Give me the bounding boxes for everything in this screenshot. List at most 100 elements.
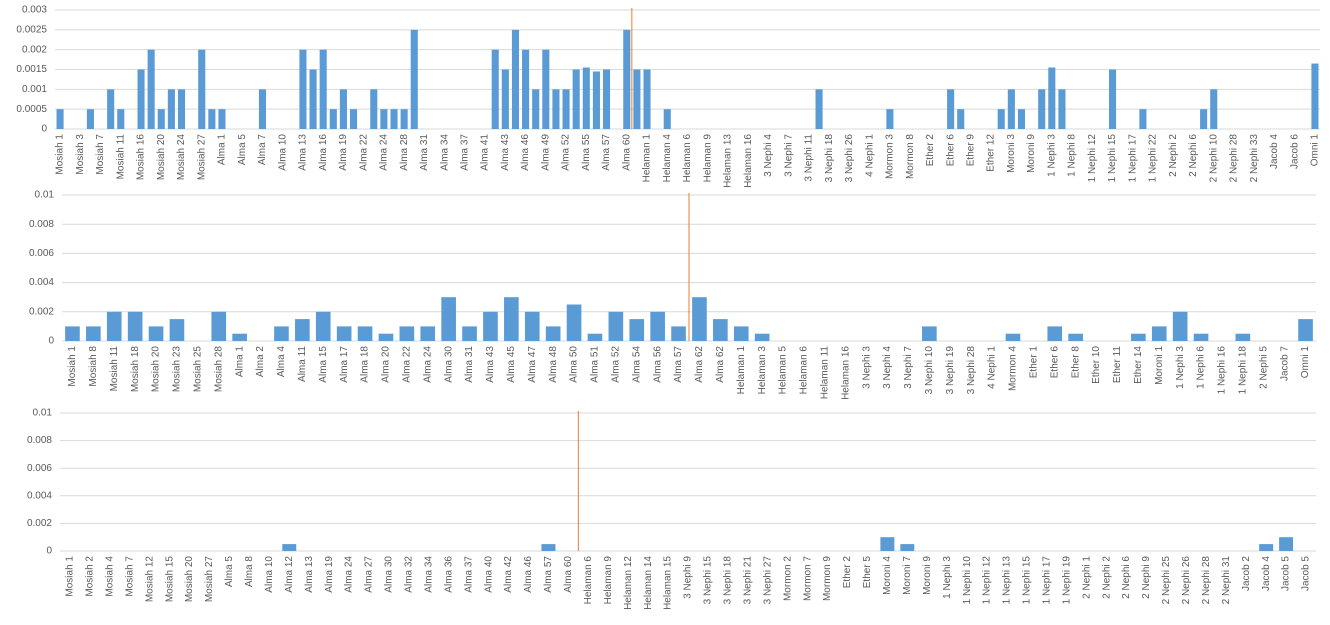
x-tick-label: Alma 50 xyxy=(569,346,580,383)
bar xyxy=(491,49,499,129)
x-tick-label: 4 Nephi 1 xyxy=(864,134,875,177)
bar xyxy=(309,69,317,129)
bar xyxy=(1210,89,1218,129)
bar xyxy=(587,333,603,341)
x-tick-label: Alma 16 xyxy=(318,134,329,171)
bar xyxy=(1139,109,1147,129)
x-tick-label: Helaman 16 xyxy=(840,346,851,400)
bar xyxy=(1193,333,1209,341)
x-tick-label: Alma 37 xyxy=(463,556,474,593)
bar xyxy=(483,311,498,341)
x-tick-label: Mosiah 11 xyxy=(115,134,126,180)
bar xyxy=(1058,89,1066,129)
y-tick-label: 0.001 xyxy=(22,84,47,95)
x-tick-label: Alma 34 xyxy=(439,134,450,171)
y-tick-label: 0.0005 xyxy=(16,104,47,115)
x-tick-label: 2 Nephi 2 xyxy=(1101,556,1112,599)
bar xyxy=(608,311,624,341)
bar xyxy=(86,109,94,129)
x-tick-label: 1 Nephi 10 xyxy=(962,556,973,605)
x-tick-label: Alma 8 xyxy=(244,556,255,588)
x-tick-label: 2 Nephi 1 xyxy=(1081,556,1092,599)
x-tick-label: 3 Nephi 18 xyxy=(824,134,835,183)
bar xyxy=(922,326,937,341)
bar xyxy=(1151,326,1167,341)
y-tick-label: 0.0015 xyxy=(16,64,47,75)
x-tick-label: Ether 9 xyxy=(966,134,977,167)
bar xyxy=(532,89,540,129)
bar xyxy=(177,89,186,129)
x-tick-label: 3 Nephi 21 xyxy=(742,556,753,605)
x-tick-label: Ether 1 xyxy=(1028,346,1039,379)
bar xyxy=(258,89,267,129)
bar xyxy=(1235,333,1251,341)
bar xyxy=(106,311,122,341)
x-tick-label: Alma 32 xyxy=(404,556,415,593)
x-tick-label: Jacob 4 xyxy=(1269,134,1280,169)
x-tick-label: Helaman 15 xyxy=(663,556,674,610)
x-tick-label: Mosiah 15 xyxy=(164,556,175,603)
x-tick-label: Mosiah 25 xyxy=(192,346,203,393)
bar xyxy=(501,69,509,129)
bar xyxy=(997,109,1005,129)
bar xyxy=(602,69,611,129)
x-tick-label: 1 Nephi 15 xyxy=(1107,134,1118,183)
x-tick-label: Jacob 5 xyxy=(1301,556,1312,591)
x-tick-label: 2 Nephi 28 xyxy=(1201,556,1212,605)
x-tick-label: Alma 51 xyxy=(590,346,601,383)
bar xyxy=(1131,333,1146,341)
bar xyxy=(349,109,358,129)
x-tick-label: Jacob 7 xyxy=(1279,346,1290,381)
x-tick-label: Alma 5 xyxy=(237,134,248,166)
x-tick-label: Mosiah 18 xyxy=(130,346,141,393)
bar xyxy=(643,69,651,129)
bar xyxy=(623,29,631,129)
x-tick-label: Alma 56 xyxy=(652,346,663,383)
x-tick-label: Alma 62 xyxy=(715,346,726,383)
x-tick-label: Mormon 9 xyxy=(822,556,833,601)
bar xyxy=(147,49,155,129)
x-tick-label: Helaman 16 xyxy=(743,134,754,188)
bar xyxy=(504,297,519,341)
bar xyxy=(1068,333,1083,341)
x-tick-label: Helaman 14 xyxy=(643,556,654,610)
x-tick-label: Mormon 4 xyxy=(1008,346,1019,391)
bar xyxy=(1108,69,1117,129)
x-tick-label: Mosiah 2 xyxy=(85,556,96,597)
x-tick-label: Alma 15 xyxy=(318,346,329,383)
x-tick-label: 1 Nephi 15 xyxy=(1022,556,1033,605)
x-tick-label: Helaman 13 xyxy=(723,134,734,188)
x-tick-label: Helaman 6 xyxy=(682,134,693,183)
bar xyxy=(299,49,307,129)
x-tick-label: Alma 60 xyxy=(563,556,574,593)
x-tick-label: Alma 30 xyxy=(443,346,454,383)
x-tick-label: Alma 24 xyxy=(344,556,355,593)
x-tick-label: 2 Nephi 6 xyxy=(1121,556,1132,599)
bar xyxy=(663,109,671,129)
y-tick-label: 0.002 xyxy=(27,518,52,529)
bar xyxy=(1279,537,1294,551)
y-tick-label: 0.002 xyxy=(29,306,54,317)
x-tick-label: Alma 28 xyxy=(399,134,410,171)
x-tick-label: Alma 22 xyxy=(401,346,412,383)
x-tick-label: 1 Nephi 6 xyxy=(1196,346,1207,389)
y-tick-label: 0.01 xyxy=(35,190,55,201)
y-tick-label: 0.0025 xyxy=(16,24,47,35)
bar xyxy=(1048,67,1056,129)
bar xyxy=(511,29,520,129)
x-tick-label: Alma 1 xyxy=(217,134,228,166)
x-tick-label: Ether 8 xyxy=(1070,346,1081,379)
x-tick-label: Alma 5 xyxy=(224,556,235,588)
x-tick-label: Alma 10 xyxy=(277,134,288,171)
x-tick-label: Alma 57 xyxy=(543,556,554,593)
bar xyxy=(629,319,645,341)
x-tick-label: Moroni 7 xyxy=(902,556,913,595)
bar xyxy=(295,319,310,341)
x-tick-label: Mosiah 11 xyxy=(109,346,120,392)
x-tick-label: 3 Nephi 15 xyxy=(703,556,714,605)
y-tick-label: 0 xyxy=(46,546,52,557)
bar xyxy=(880,537,895,551)
x-tick-label: 1 Nephi 3 xyxy=(1046,134,1057,177)
x-tick-label: Mormon 7 xyxy=(802,556,813,601)
x-tick-label: Jacob 6 xyxy=(1289,134,1300,169)
